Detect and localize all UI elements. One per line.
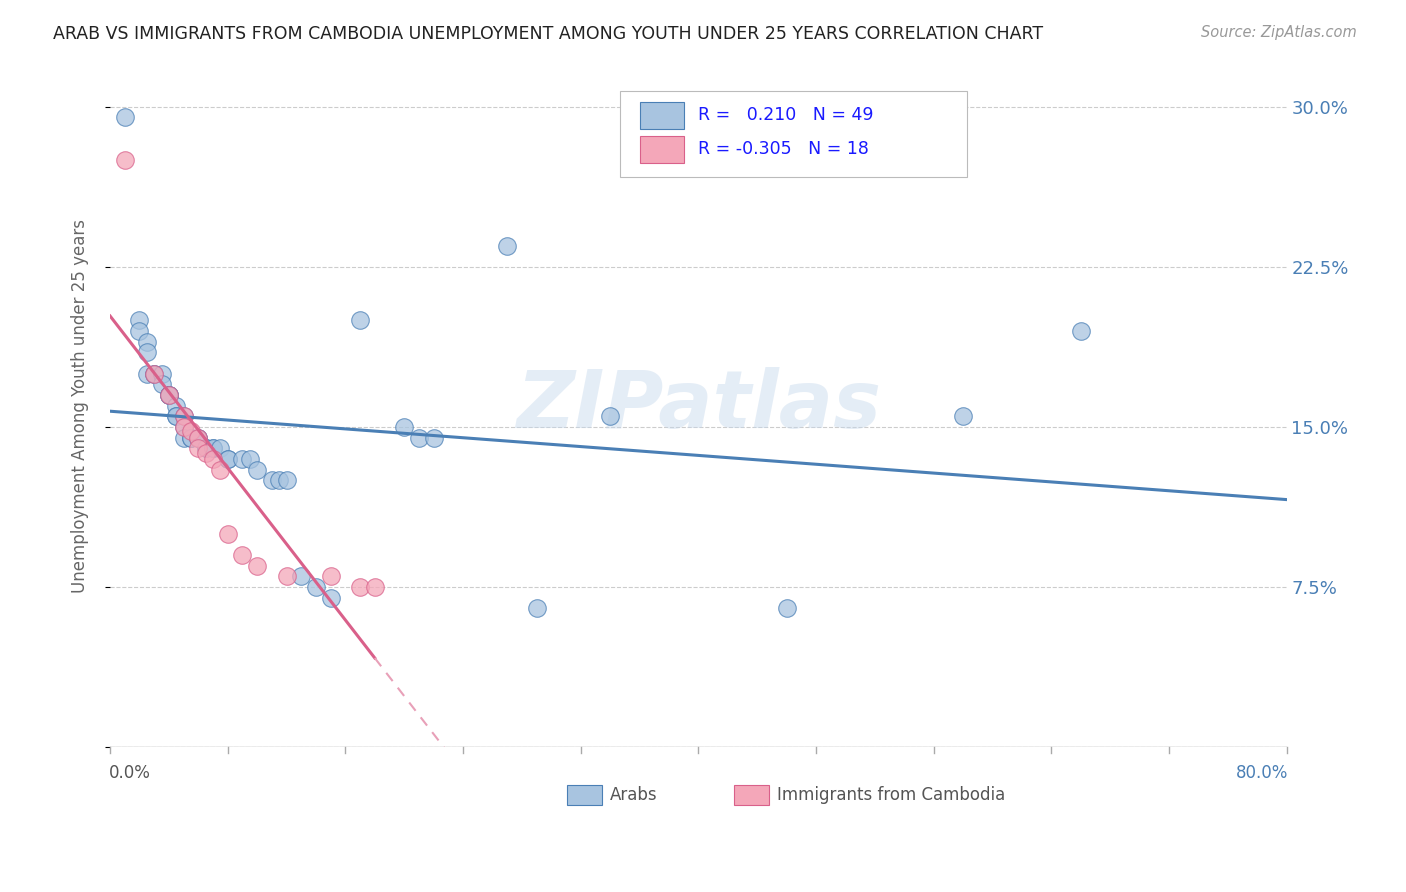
Point [276, 474, 298, 488]
Point [246, 558, 269, 573]
Point [128, 324, 150, 338]
Point [496, 238, 519, 252]
Point [187, 431, 209, 445]
Point [143, 367, 166, 381]
Point [290, 569, 312, 583]
Point [194, 445, 217, 459]
Point [260, 474, 283, 488]
Point [150, 377, 173, 392]
Point [392, 420, 415, 434]
Point [246, 463, 269, 477]
Point [952, 409, 974, 424]
Point [114, 111, 136, 125]
FancyBboxPatch shape [640, 136, 685, 163]
Point [157, 388, 180, 402]
Point [775, 601, 797, 615]
Text: Source: ZipAtlas.com: Source: ZipAtlas.com [1201, 25, 1357, 40]
Point [157, 388, 180, 402]
Point [143, 367, 166, 381]
Point [187, 431, 209, 445]
Point [1070, 324, 1092, 338]
Point [276, 569, 298, 583]
Point [135, 367, 157, 381]
Text: 0.0%: 0.0% [108, 764, 150, 782]
Point [165, 399, 187, 413]
Point [422, 431, 444, 445]
Point [135, 334, 157, 349]
Point [143, 367, 166, 381]
Point [180, 431, 202, 445]
Point [319, 591, 342, 605]
Point [349, 580, 371, 594]
Y-axis label: Unemployment Among Youth under 25 years: Unemployment Among Youth under 25 years [72, 219, 89, 592]
Point [157, 388, 180, 402]
Point [202, 442, 225, 456]
Point [217, 452, 239, 467]
Point [187, 431, 209, 445]
Point [239, 452, 262, 467]
Point [157, 388, 180, 402]
Point [173, 409, 195, 424]
Point [319, 569, 342, 583]
Point [526, 601, 548, 615]
Point [165, 409, 187, 424]
Point [173, 409, 195, 424]
Text: R =   0.210   N = 49: R = 0.210 N = 49 [699, 106, 873, 124]
Point [173, 431, 195, 445]
Point [217, 526, 239, 541]
Point [194, 442, 217, 456]
Text: R = -0.305   N = 18: R = -0.305 N = 18 [699, 140, 869, 159]
Point [599, 409, 621, 424]
Text: Arabs: Arabs [610, 786, 658, 804]
Text: ARAB VS IMMIGRANTS FROM CAMBODIA UNEMPLOYMENT AMONG YOUTH UNDER 25 YEARS CORRELA: ARAB VS IMMIGRANTS FROM CAMBODIA UNEMPLO… [53, 25, 1043, 43]
Point [180, 431, 202, 445]
Point [202, 442, 225, 456]
Point [194, 442, 217, 456]
Point [217, 452, 239, 467]
Point [269, 474, 291, 488]
Point [349, 313, 371, 327]
Point [364, 580, 387, 594]
Point [180, 424, 202, 438]
Point [114, 153, 136, 168]
Point [305, 580, 328, 594]
Point [231, 452, 253, 467]
FancyBboxPatch shape [640, 102, 685, 129]
Point [128, 313, 150, 327]
Point [150, 367, 173, 381]
Text: 80.0%: 80.0% [1236, 764, 1288, 782]
Point [408, 431, 430, 445]
FancyBboxPatch shape [620, 91, 966, 177]
Text: ZIPatlas: ZIPatlas [516, 367, 880, 444]
Point [165, 409, 187, 424]
Point [209, 442, 232, 456]
FancyBboxPatch shape [567, 785, 602, 805]
Point [173, 420, 195, 434]
FancyBboxPatch shape [734, 785, 769, 805]
Point [209, 463, 232, 477]
Point [231, 548, 253, 562]
Text: Immigrants from Cambodia: Immigrants from Cambodia [778, 786, 1005, 804]
Point [135, 345, 157, 359]
Point [202, 452, 225, 467]
Point [173, 420, 195, 434]
Point [187, 442, 209, 456]
